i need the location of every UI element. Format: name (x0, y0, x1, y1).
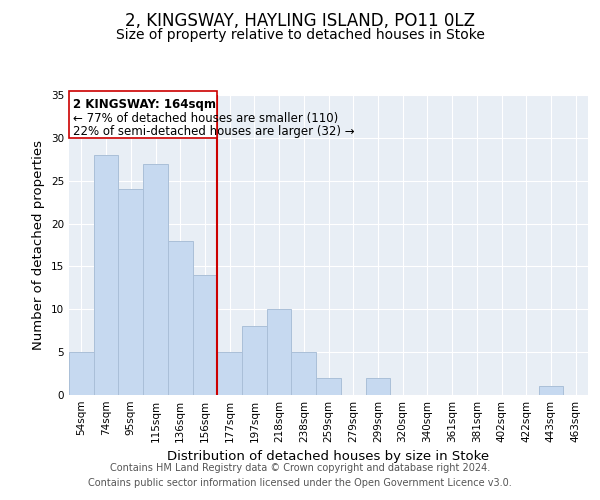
Text: 2 KINGSWAY: 164sqm: 2 KINGSWAY: 164sqm (73, 98, 216, 110)
Bar (267, 310, 292, 395)
Bar (217, 352, 242, 395)
X-axis label: Distribution of detached houses by size in Stoke: Distribution of detached houses by size … (167, 450, 490, 464)
Text: 22% of semi-detached houses are larger (32) →: 22% of semi-detached houses are larger (… (73, 125, 355, 138)
Y-axis label: Number of detached properties: Number of detached properties (32, 140, 46, 350)
Bar (69, 90, 217, 138)
Bar (69, 352, 94, 395)
Bar (539, 386, 563, 395)
Text: ← 77% of detached houses are smaller (110): ← 77% of detached houses are smaller (11… (73, 112, 338, 125)
Bar (118, 190, 143, 395)
Bar (242, 326, 267, 395)
Bar (94, 155, 118, 395)
Bar (168, 240, 193, 395)
Bar (143, 164, 168, 395)
Bar (292, 352, 316, 395)
Text: 2, KINGSWAY, HAYLING ISLAND, PO11 0LZ: 2, KINGSWAY, HAYLING ISLAND, PO11 0LZ (125, 12, 475, 30)
Bar (193, 275, 217, 395)
Text: Contains HM Land Registry data © Crown copyright and database right 2024.
Contai: Contains HM Land Registry data © Crown c… (88, 462, 512, 487)
Text: Size of property relative to detached houses in Stoke: Size of property relative to detached ho… (116, 28, 484, 42)
Bar (365, 378, 390, 395)
Bar (316, 378, 341, 395)
